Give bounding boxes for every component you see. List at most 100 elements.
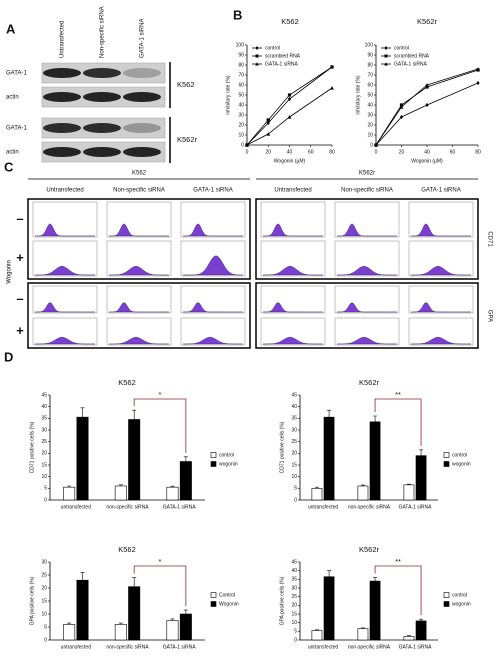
legend-swatch <box>443 601 450 607</box>
histogram-frame <box>334 201 400 238</box>
significance-label: ** <box>395 390 401 399</box>
blot-band <box>123 123 161 133</box>
legend-label: control <box>452 592 467 598</box>
blot-band <box>83 68 121 78</box>
y-tick-label: 0 <box>294 497 297 503</box>
error-bar <box>67 622 72 625</box>
significance-label: * <box>159 390 162 399</box>
panel-label: D <box>4 349 13 364</box>
y-tick-label: 90 <box>367 52 373 58</box>
error-bar <box>373 577 378 582</box>
error-bar <box>80 572 85 581</box>
point <box>425 102 429 108</box>
x-tick-label: 20 <box>399 149 405 155</box>
legend-label: control <box>394 45 409 51</box>
legend-label: scrambled RNA <box>394 53 430 59</box>
y-tick-label: 0 <box>294 637 297 643</box>
point <box>287 115 292 119</box>
cell-line-label: K562 <box>177 80 195 89</box>
y-tick-label: 80 <box>238 62 244 68</box>
y-tick-label: 0 <box>370 142 373 148</box>
y-tick-label: 5 <box>294 486 297 492</box>
y-tick-label: 15 <box>291 462 297 468</box>
legend-marker <box>384 62 388 66</box>
x-tick-label: untransfected <box>61 644 92 650</box>
y-tick-label: 0 <box>44 637 47 643</box>
chart-title: K562r <box>359 378 380 387</box>
y-tick-label: 25 <box>291 594 297 600</box>
error-bar <box>314 629 319 631</box>
point <box>266 120 270 126</box>
x-tick-label: untransfected <box>308 644 339 650</box>
bar <box>311 488 323 501</box>
blot-column-label: Non-specific siRNA <box>100 6 106 58</box>
histogram <box>410 337 471 345</box>
histogram-frame <box>180 201 246 238</box>
point <box>266 132 271 136</box>
legend-marker <box>255 62 259 66</box>
x-tick-label: non-specific siRNA <box>106 504 149 510</box>
x-tick-label: 0 <box>375 149 378 155</box>
blot-row-label: actin <box>6 95 19 101</box>
x-tick-label: 60 <box>450 149 456 155</box>
error-bar <box>327 409 332 418</box>
significance-bracket <box>374 565 422 616</box>
bar <box>76 416 89 501</box>
bar <box>415 620 427 641</box>
legend-label: wogonin <box>452 601 471 607</box>
error-bar <box>406 635 411 637</box>
point <box>287 96 292 102</box>
y-tick-label: 30 <box>291 427 297 433</box>
legend-swatch <box>443 461 450 467</box>
error-bar <box>183 456 188 462</box>
blot-band <box>83 92 121 102</box>
y-tick-label: 35 <box>291 577 297 583</box>
y-tick-label: 20 <box>367 122 373 128</box>
y-tick-label: 100 <box>365 42 374 48</box>
histogram <box>410 266 471 276</box>
point <box>425 85 429 89</box>
blot-band <box>43 68 81 78</box>
legend-marker <box>384 54 388 58</box>
blot-band <box>83 123 121 133</box>
point <box>245 143 249 147</box>
legend-label: control <box>452 452 467 458</box>
y-tick-label: 10 <box>41 474 47 480</box>
error-bar <box>419 618 424 621</box>
legend-label: control <box>219 452 234 458</box>
blot-row-label: GATA-1 <box>6 71 27 77</box>
x-tick-label: 0 <box>246 149 249 155</box>
sign-label: + <box>16 250 24 265</box>
x-tick-label: untransfected <box>61 504 92 510</box>
y-tick-label: 60 <box>238 82 244 88</box>
group-box <box>255 198 479 280</box>
x-tick-label: non-specific siRNA <box>348 504 391 510</box>
y-axis-label: CD71 positive cells (%) <box>29 421 35 473</box>
blot-band <box>123 92 161 102</box>
bar <box>311 630 323 641</box>
y-tick-label: 50 <box>238 92 244 98</box>
legend-label: wogonin <box>452 461 471 467</box>
marker-label: CD71 <box>486 231 492 247</box>
bar <box>63 624 76 641</box>
bar <box>63 486 76 501</box>
point <box>374 143 378 147</box>
histogram <box>182 223 243 237</box>
y-tick-label: 40 <box>367 102 373 108</box>
x-tick-label: 80 <box>329 149 335 155</box>
histogram <box>34 337 95 345</box>
x-axis-label: Wogonin (μM) <box>274 158 306 164</box>
histogram <box>262 223 323 237</box>
series-line <box>246 66 333 146</box>
bar <box>166 620 179 641</box>
error-bar <box>373 415 378 422</box>
y-tick-label: 80 <box>367 62 373 68</box>
bar <box>357 628 369 641</box>
error-bar <box>170 618 175 621</box>
point <box>399 114 404 120</box>
y-tick-label: 15 <box>291 611 297 617</box>
bar <box>403 484 415 501</box>
error-bar <box>183 609 188 614</box>
point <box>266 118 270 122</box>
y-tick-label: 10 <box>238 132 244 138</box>
